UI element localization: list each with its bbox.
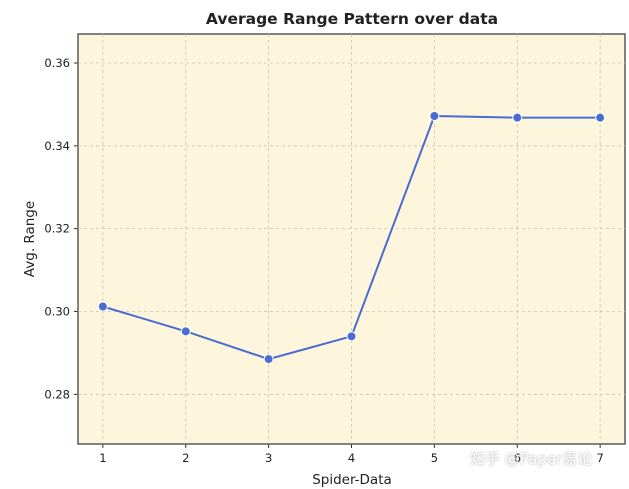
x-tick-label: 3: [265, 451, 272, 465]
data-point: [429, 111, 440, 121]
y-tick-label: 0.30: [44, 304, 70, 318]
watermark: 知乎 @Paper易论: [470, 450, 593, 468]
data-series: [97, 111, 606, 365]
x-tick-label: 7: [596, 451, 603, 465]
data-point: [595, 112, 606, 123]
y-tick-label: 0.28: [44, 387, 70, 401]
y-tick-label: 0.32: [44, 222, 70, 236]
y-tick-label: 0.34: [44, 139, 70, 153]
y-tick-label: 0.36: [44, 56, 70, 70]
x-tick-label: 5: [431, 451, 438, 465]
data-point: [512, 112, 523, 123]
data-point: [97, 301, 108, 312]
x-tick-label: 6: [514, 451, 521, 465]
x-axis-label: Spider-Data: [312, 472, 392, 488]
grid-lines: [78, 34, 625, 444]
chart-title: Average Range Pattern over data: [206, 10, 498, 28]
x-tick-label: 4: [348, 451, 355, 465]
x-tick-label: 1: [99, 451, 106, 465]
axis-ticks: 1 2 3 4 5 6 7 0.28 0.30 0.32 0.34 0.36: [44, 56, 603, 465]
y-axis-label: Avg. Range: [22, 201, 38, 277]
x-tick-label: 2: [182, 451, 189, 465]
data-point: [180, 326, 191, 337]
data-point: [346, 331, 357, 342]
data-point: [263, 354, 274, 365]
